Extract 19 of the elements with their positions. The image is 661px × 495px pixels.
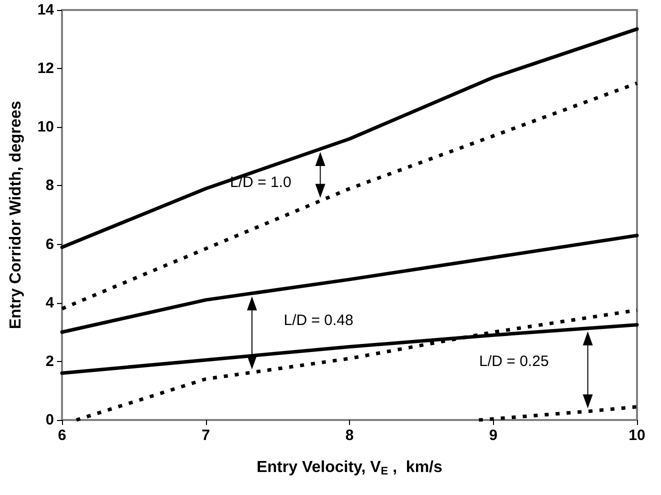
x-tick-label: 7 — [202, 427, 210, 444]
line-series — [60, 234, 639, 334]
x-tick-label: 6 — [58, 427, 66, 444]
y-tick-label: 14 — [37, 2, 55, 18]
y-tick-label: 10 — [37, 118, 54, 136]
y-tick-label: 6 — [46, 236, 54, 253]
y-tick-label: 0 — [46, 412, 54, 428]
annotation: L/D = 0.25 — [479, 352, 549, 370]
x-tick-label: 10 — [628, 427, 646, 444]
line-series — [60, 81, 639, 310]
y-tick-label: 4 — [46, 294, 55, 312]
y-tick-label: 8 — [46, 177, 54, 194]
x-tick-label: 9 — [489, 427, 498, 444]
y-tick-label: 2 — [46, 352, 54, 370]
y-axis-title: Entry Corridor Width, degrees — [8, 100, 24, 330]
annotation: L/D = 0.48 — [284, 312, 354, 329]
line-series — [60, 27, 639, 249]
y-tick-label: 12 — [37, 60, 54, 78]
x-tick-label: 8 — [345, 427, 354, 444]
